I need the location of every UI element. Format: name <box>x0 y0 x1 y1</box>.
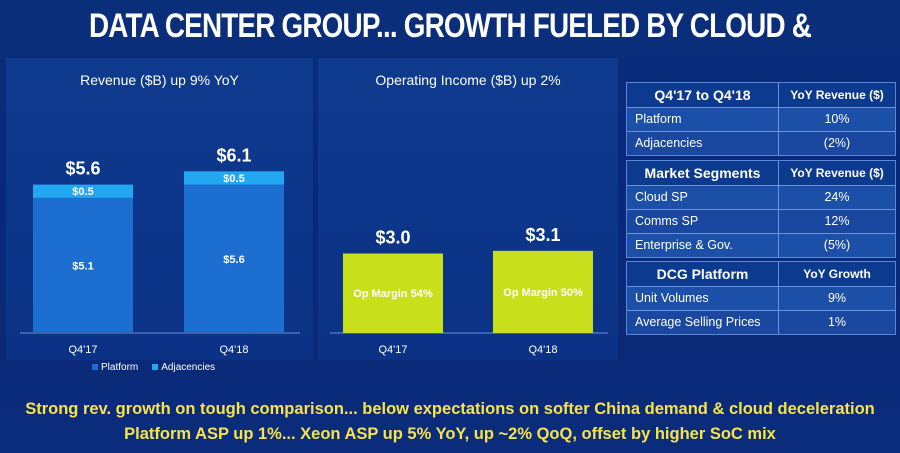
revenue-chart-title: Revenue ($B) up 9% YoY <box>80 72 239 88</box>
table-header: Market Segments YoY Revenue ($) <box>627 161 895 185</box>
summary-line-2: Platform ASP up 1%... Xeon ASP up 5% YoY… <box>124 425 776 443</box>
table-cell: 24% <box>779 185 895 209</box>
table-cell: 12% <box>779 209 895 233</box>
op-income-panel <box>318 58 618 360</box>
legend-label-adjacencies: Adjacencies <box>161 362 216 373</box>
summary-line-1: Strong rev. growth on tough comparison..… <box>25 400 875 418</box>
legend-label-platform: Platform <box>101 362 139 373</box>
legend-item-platform: Platform <box>92 362 138 373</box>
summary-banner: Strong rev. growth on tough comparison..… <box>0 397 900 447</box>
legend-swatch-platform <box>92 364 98 371</box>
legend-item-adjacencies: Adjacencies <box>152 362 215 373</box>
table-revenue-breakdown: Q4'17 to Q4'18 YoY Revenue ($) Platform … <box>626 82 896 156</box>
table-row: Unit Volumes 9% <box>627 286 895 310</box>
op-income-chart-title: Operating Income ($B) up 2% <box>375 72 561 88</box>
table-row: Average Selling Prices 1% <box>627 310 895 334</box>
table-cell: Average Selling Prices <box>627 310 779 334</box>
table-cell: 10% <box>779 107 895 131</box>
legend-swatch-adjacencies <box>152 364 159 371</box>
table-row: Platform 10% <box>627 107 895 131</box>
table-cell: Cloud SP <box>627 185 779 209</box>
table-cell: Unit Volumes <box>627 286 779 310</box>
table-cell: 1% <box>779 310 895 334</box>
table-cell: Platform <box>627 107 779 131</box>
table-row: Comms SP 12% <box>627 209 895 233</box>
revenue-legend: Platform Adjacencies <box>92 362 215 373</box>
table-row: Adjacencies (2%) <box>627 131 895 155</box>
table-cell: 9% <box>779 286 895 310</box>
header-cell: Market Segments <box>627 161 779 185</box>
table-cell: Enterprise & Gov. <box>627 233 779 257</box>
table-header: Q4'17 to Q4'18 YoY Revenue ($) <box>627 83 895 107</box>
table-header: DCG Platform YoY Growth <box>627 262 895 286</box>
header-cell: YoY Revenue ($) <box>790 88 884 102</box>
table-row: Enterprise & Gov. (5%) <box>627 233 895 257</box>
table-market-segments: Market Segments YoY Revenue ($) Cloud SP… <box>626 160 896 258</box>
table-row: Cloud SP 24% <box>627 185 895 209</box>
header-cell: Q4'17 to Q4'18 <box>627 83 779 107</box>
table-cell: (5%) <box>779 233 895 257</box>
table-cell: Comms SP <box>627 209 779 233</box>
revenue-panel <box>6 58 313 360</box>
header-cell: YoY Growth <box>803 267 871 281</box>
table-cell: (2%) <box>779 131 895 155</box>
table-cell: Adjacencies <box>627 131 779 155</box>
header-cell: DCG Platform <box>627 262 779 286</box>
header-cell: YoY Revenue ($) <box>790 166 884 180</box>
table-dcg-platform: DCG Platform YoY Growth Unit Volumes 9% … <box>626 261 896 335</box>
